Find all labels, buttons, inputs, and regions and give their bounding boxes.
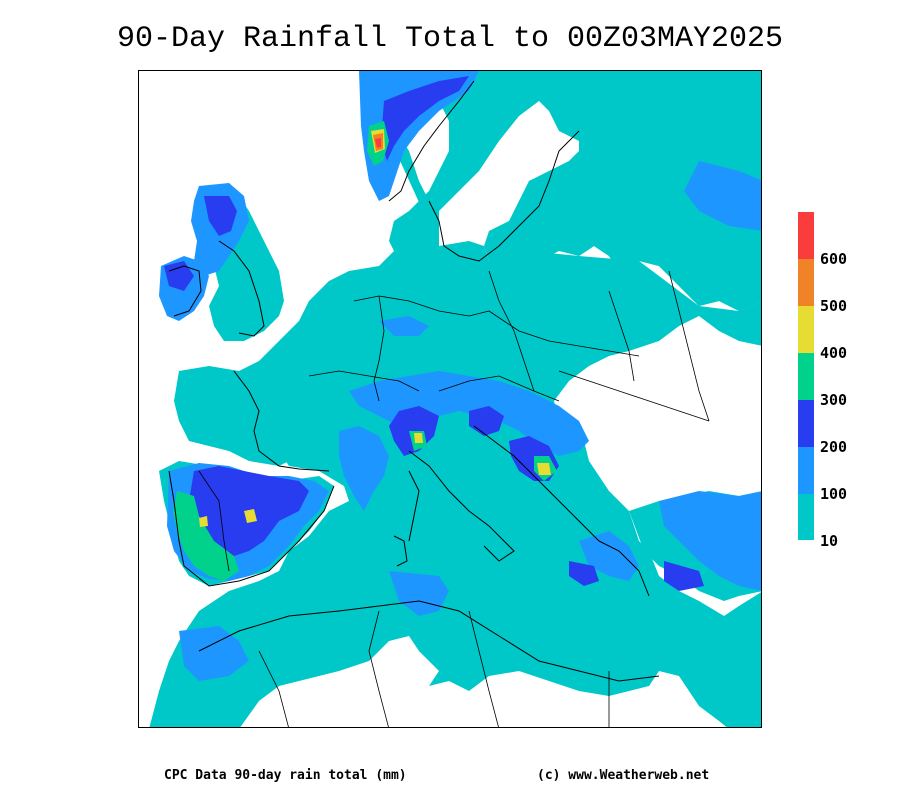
legend-label-600: 600: [820, 250, 848, 268]
legend-swatch-10-100: [798, 494, 814, 540]
rain-field-500-plus: [373, 133, 383, 151]
copyright-caption: (c) www.Weatherweb.net: [537, 768, 710, 783]
data-source-caption: CPC Data 90-day rain total (mm): [164, 768, 407, 783]
map-title: 90-Day Rainfall Total to 00Z03MAY2025: [116, 22, 784, 56]
rainfall-color-legend: [798, 212, 814, 540]
country-borders: [198, 270, 710, 727]
legend-label-300: 300: [820, 391, 848, 409]
rainfall-map-canvas: [149, 71, 761, 727]
legend-label-100: 100: [820, 485, 848, 503]
coastlines: [168, 80, 660, 682]
legend-swatch-500-600: [798, 259, 814, 306]
legend-swatch-600-plus: [798, 212, 814, 259]
legend-label-10: 10: [820, 532, 839, 550]
legend-swatch-100-200: [798, 447, 814, 494]
legend-label-400: 400: [820, 344, 848, 362]
legend-swatch-300-400: [798, 353, 814, 400]
legend-label-500: 500: [820, 297, 848, 315]
legend-swatch-200-300: [798, 400, 814, 447]
legend-swatch-400-500: [798, 306, 814, 353]
rainfall-map: [138, 70, 762, 728]
legend-label-200: 200: [820, 438, 848, 456]
